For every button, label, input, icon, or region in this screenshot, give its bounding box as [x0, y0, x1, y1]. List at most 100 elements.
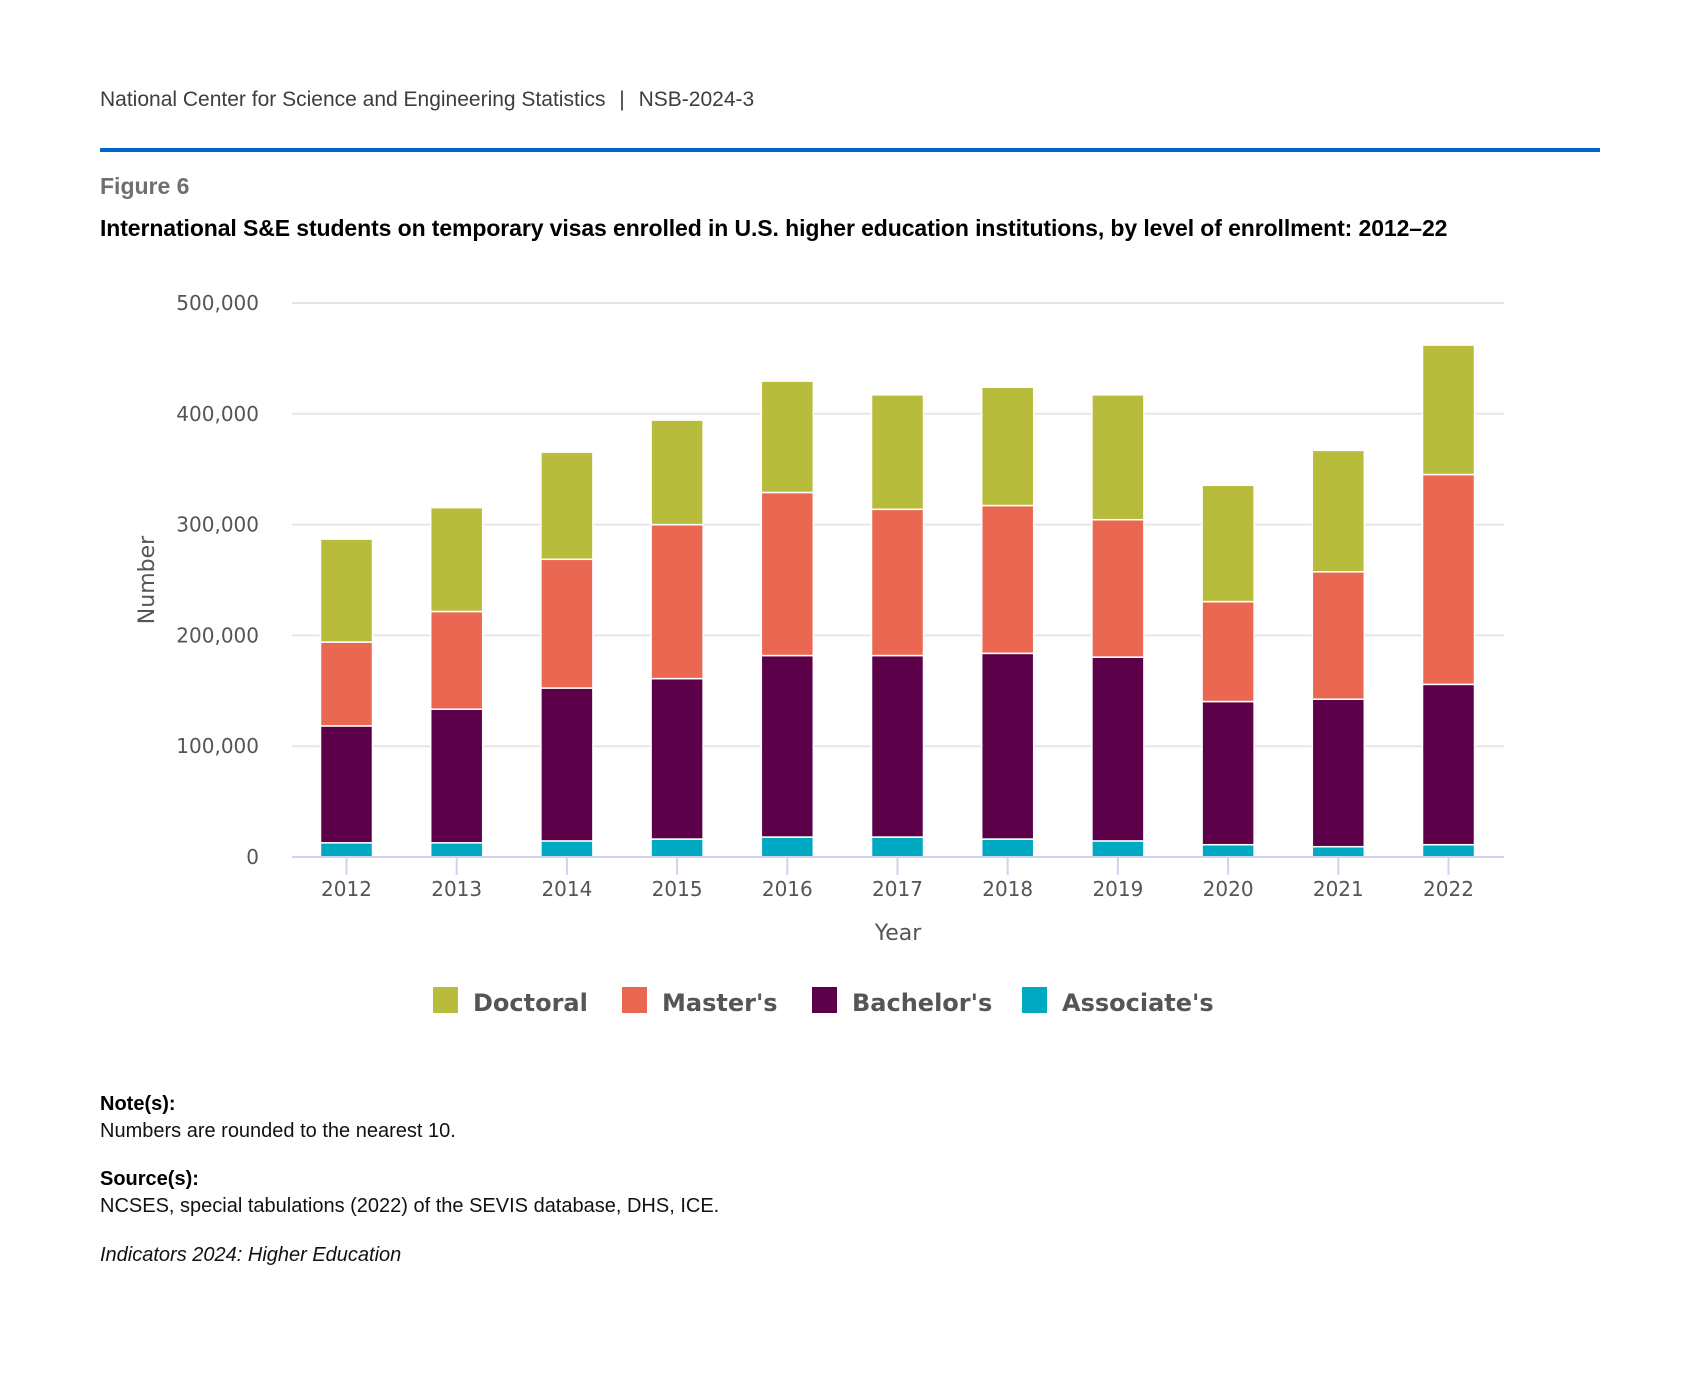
bar-segment-associates	[870, 836, 925, 858]
note-heading: Note(s):	[100, 1093, 176, 1115]
legend-item[interactable]: Bachelor's	[812, 987, 992, 1017]
bar-segment-associates	[650, 838, 704, 858]
y-axis-ticks: 0 100,000 200,000 300,000 400,000 500,000	[176, 291, 259, 869]
bar-segment-bachelors	[870, 654, 925, 838]
bar-segment-associates	[760, 836, 815, 858]
x-tick-label: 2019	[1092, 877, 1143, 901]
bar-segment-masters	[1091, 518, 1145, 658]
bar-segment-associates	[1091, 840, 1145, 858]
y-axis-title: Number	[135, 535, 160, 624]
bar-segment-associates	[319, 842, 374, 858]
bar-stack	[650, 419, 704, 858]
bar-stack	[1091, 394, 1145, 858]
x-tick-label: 2015	[652, 877, 703, 901]
bar-segment-masters	[650, 523, 704, 680]
legend-swatch	[812, 987, 837, 1013]
bar-segment-doctoral	[870, 394, 925, 511]
x-axis-title: Year	[874, 921, 923, 946]
x-axis: 2012 2013 2014 2015 2016 2017 2018 2019 2020 2021…	[292, 856, 1504, 901]
header-divider	[100, 148, 1600, 152]
y-tick-label: 400,000	[176, 402, 259, 426]
y-tick-label: 500,000	[176, 291, 259, 315]
bar-stack	[1201, 484, 1255, 858]
legend-swatch	[1022, 987, 1047, 1013]
x-tick-label: 2022	[1423, 877, 1474, 901]
y-tick-label: 0	[246, 845, 259, 869]
bar-segment-masters	[1311, 571, 1366, 700]
bar-segment-bachelors	[980, 652, 1035, 840]
bar-segment-associates	[540, 840, 594, 858]
bar-segment-associates	[429, 842, 484, 858]
x-tick-label: 2014	[541, 877, 592, 901]
legend-item[interactable]: Doctoral	[433, 987, 588, 1017]
bar-segment-doctoral	[1091, 394, 1145, 521]
x-tick-label: 2018	[982, 877, 1033, 901]
stacked-bar-chart: 0 100,000 200,000 300,000 400,000 500,000 201…	[135, 291, 1504, 1017]
citation: Indicators 2024: Higher Education	[100, 1244, 402, 1266]
legend-label: Doctoral	[473, 989, 588, 1017]
x-tick-label: 2017	[872, 877, 923, 901]
x-tick-label: 2013	[431, 877, 482, 901]
x-tick-label: 2020	[1203, 877, 1254, 901]
source-heading: Source(s):	[100, 1168, 199, 1190]
bar-segment-associates	[980, 838, 1035, 858]
legend-item[interactable]: Associate's	[1022, 987, 1214, 1017]
y-tick-label: 300,000	[176, 513, 259, 537]
bar-segment-doctoral	[1201, 484, 1255, 603]
bar-stack	[540, 451, 594, 858]
header-separator: |	[619, 88, 625, 111]
report-header: National Center for Science and Engineer…	[100, 87, 754, 113]
bar-segment-bachelors	[540, 687, 594, 842]
bar-stack	[980, 386, 1035, 858]
bar-segment-doctoral	[429, 506, 484, 613]
x-tick-label: 2012	[321, 877, 372, 901]
bar-stack	[429, 506, 484, 858]
bar-segment-bachelors	[650, 677, 704, 840]
bar-segment-bachelors	[319, 725, 374, 844]
bar-segment-doctoral	[1311, 449, 1366, 573]
bar-segment-bachelors	[1421, 683, 1476, 846]
bar-segment-doctoral	[980, 386, 1035, 507]
report-id: NSB-2024-3	[638, 88, 755, 111]
legend-label: Associate's	[1062, 989, 1214, 1017]
bar-segment-doctoral	[650, 419, 704, 526]
bar-segment-masters	[870, 508, 925, 657]
bar-segment-masters	[980, 504, 1035, 655]
legend-swatch	[433, 987, 458, 1013]
bar-segment-doctoral	[1421, 344, 1476, 476]
bar-segment-associates	[1421, 843, 1476, 858]
legend-item[interactable]: Master's	[622, 987, 778, 1017]
bar-segment-bachelors	[1201, 700, 1255, 846]
legend-label: Bachelor's	[852, 989, 992, 1017]
legend: Doctoral Master's Bachelor's Associate's	[433, 987, 1214, 1017]
legend-label: Master's	[662, 989, 778, 1017]
org-name: National Center for Science and Engineer…	[100, 88, 606, 111]
bar-segment-masters	[319, 641, 374, 727]
x-tick-label: 2016	[762, 877, 813, 901]
bar-segment-masters	[540, 558, 594, 689]
bar-stack	[1421, 344, 1476, 858]
bars	[319, 344, 1476, 858]
legend-swatch	[622, 987, 647, 1013]
bar-segment-bachelors	[1091, 656, 1145, 842]
bar-stack	[760, 380, 815, 858]
bar-segment-bachelors	[760, 654, 815, 838]
bar-stack	[870, 394, 925, 858]
bar-segment-masters	[760, 491, 815, 657]
note-text: Numbers are rounded to the nearest 10.	[100, 1120, 456, 1142]
bar-segment-masters	[429, 610, 484, 710]
bar-segment-masters	[1421, 473, 1476, 686]
bar-segment-bachelors	[429, 708, 484, 844]
bar-segment-associates	[1201, 843, 1255, 858]
bar-segment-doctoral	[540, 451, 594, 561]
bar-segment-doctoral	[319, 538, 374, 643]
figure-label: Figure 6	[100, 173, 190, 199]
bar-stack	[319, 538, 374, 858]
bar-stack	[1311, 449, 1366, 858]
bar-segment-bachelors	[1311, 698, 1366, 848]
bar-segment-masters	[1201, 600, 1255, 703]
bar-segment-doctoral	[760, 380, 815, 494]
y-tick-label: 200,000	[176, 623, 259, 647]
y-tick-label: 100,000	[176, 734, 259, 758]
bar-segment-associates	[1311, 845, 1366, 858]
